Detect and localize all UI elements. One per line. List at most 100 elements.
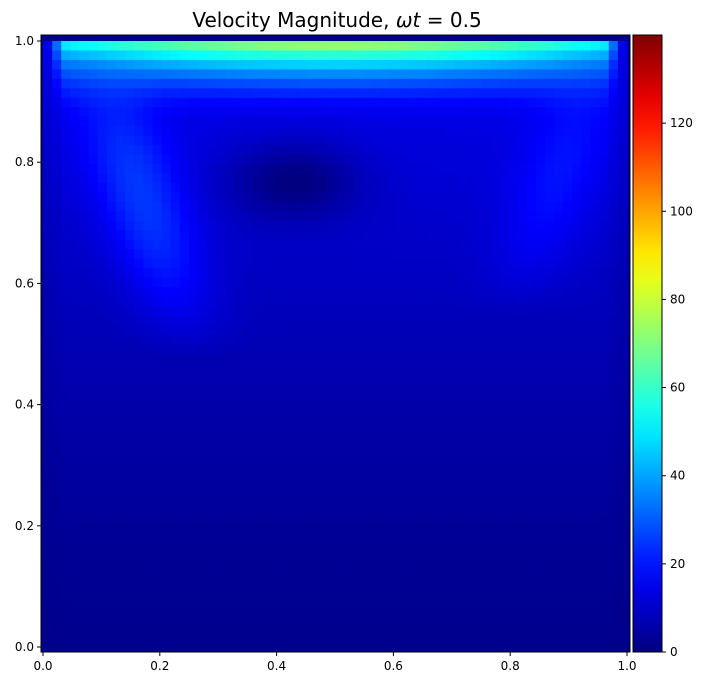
- heatmap-cell: [43, 107, 53, 118]
- heatmap-cell: [417, 268, 427, 279]
- heatmap-cell: [43, 164, 53, 175]
- heatmap-cell: [243, 69, 254, 80]
- heatmap-cell: [143, 334, 154, 345]
- heatmap-cell: [398, 268, 409, 279]
- heatmap-cell: [79, 287, 90, 298]
- heatmap-cell: [289, 287, 300, 298]
- colorbar-gradient: [632, 34, 663, 653]
- heatmap-cell: [179, 249, 190, 260]
- heatmap-cell: [61, 50, 71, 61]
- heatmap-cell: [106, 258, 117, 269]
- heatmap-cell: [408, 618, 418, 629]
- heatmap-cell: [435, 523, 446, 534]
- heatmap-cell: [380, 173, 391, 184]
- heatmap-cell: [262, 410, 272, 421]
- heatmap-cell: [435, 344, 446, 355]
- heatmap-cell: [481, 381, 491, 392]
- heatmap-cell: [97, 173, 108, 184]
- heatmap-cell: [225, 296, 236, 307]
- heatmap-cell: [435, 230, 446, 241]
- heatmap-cell: [280, 381, 290, 392]
- heatmap-cell: [481, 201, 491, 213]
- heatmap-cell: [298, 173, 309, 184]
- heatmap-cell: [280, 173, 290, 184]
- heatmap-cell: [307, 145, 318, 156]
- heatmap-cell: [608, 533, 619, 544]
- heatmap-cell: [88, 192, 99, 203]
- heatmap-cell: [61, 78, 71, 89]
- heatmap-cell: [335, 192, 345, 203]
- heatmap-cell: [353, 599, 363, 610]
- heatmap-cell: [344, 552, 354, 563]
- heatmap-cell: [243, 97, 254, 108]
- heatmap-cell: [389, 542, 400, 553]
- heatmap-cell: [353, 542, 363, 553]
- heatmap-cell: [608, 154, 619, 165]
- heatmap-cell: [243, 628, 254, 639]
- heatmap-cell: [116, 164, 126, 175]
- heatmap-cell: [325, 381, 336, 392]
- heatmap-cell: [143, 78, 154, 89]
- heatmap-cell: [471, 467, 482, 478]
- heatmap-cell: [435, 419, 446, 430]
- heatmap-cell: [198, 116, 208, 127]
- heatmap-cell: [544, 164, 555, 175]
- heatmap-cell: [444, 372, 455, 383]
- heatmap-cell: [61, 258, 71, 269]
- heatmap-cell: [298, 268, 309, 279]
- heatmap-cell: [125, 448, 135, 459]
- heatmap-cell: [499, 542, 509, 553]
- heatmap-cell: [444, 609, 455, 620]
- heatmap-cell: [170, 97, 181, 108]
- heatmap-cell: [271, 580, 281, 591]
- heatmap-cell: [134, 173, 144, 184]
- heatmap-cell: [453, 344, 464, 355]
- heatmap-cell: [152, 306, 163, 317]
- heatmap-cell: [471, 580, 482, 591]
- heatmap-cell: [161, 523, 172, 534]
- heatmap-cell: [490, 59, 500, 71]
- heatmap-cell: [544, 50, 555, 61]
- heatmap-cell: [499, 419, 509, 430]
- heatmap-cell: [97, 287, 108, 298]
- heatmap-cell: [189, 173, 199, 184]
- heatmap-cell: [70, 476, 81, 487]
- heatmap-cell: [243, 50, 254, 61]
- heatmap-cell: [134, 116, 144, 127]
- heatmap-cell: [535, 353, 546, 364]
- heatmap-cell: [271, 391, 281, 402]
- heatmap-cell: [572, 97, 582, 108]
- heatmap-cell: [143, 258, 154, 269]
- heatmap-cell: [234, 523, 245, 534]
- heatmap-cell: [590, 410, 601, 421]
- heatmap-cell: [161, 135, 172, 146]
- heatmap-cell: [234, 220, 245, 231]
- heatmap-cell: [426, 78, 436, 89]
- heatmap-cell: [444, 334, 455, 345]
- heatmap-cell: [389, 400, 400, 411]
- heatmap-cell: [88, 173, 99, 184]
- heatmap-cell: [617, 429, 628, 440]
- heatmap-cell: [97, 637, 108, 648]
- heatmap-cell: [106, 315, 117, 326]
- heatmap-cell: [462, 523, 473, 534]
- heatmap-cell: [462, 230, 473, 241]
- heatmap-cell: [554, 618, 564, 629]
- heatmap-cell: [280, 41, 290, 52]
- heatmap-cell: [143, 183, 154, 194]
- heatmap-cell: [216, 268, 227, 279]
- heatmap-cell: [608, 239, 619, 250]
- heatmap-cell: [462, 220, 473, 231]
- heatmap-cell: [125, 467, 135, 478]
- heatmap-cell: [189, 287, 199, 298]
- heatmap-cell: [572, 533, 582, 544]
- heatmap-cell: [307, 561, 318, 572]
- heatmap-cell: [417, 457, 427, 468]
- heatmap-cell: [435, 561, 446, 572]
- heatmap-cell: [289, 391, 300, 402]
- heatmap-cell: [544, 514, 555, 525]
- heatmap-cell: [335, 230, 345, 241]
- heatmap-cell: [289, 50, 300, 61]
- heatmap-cell: [398, 230, 409, 241]
- heatmap-cell: [179, 164, 190, 175]
